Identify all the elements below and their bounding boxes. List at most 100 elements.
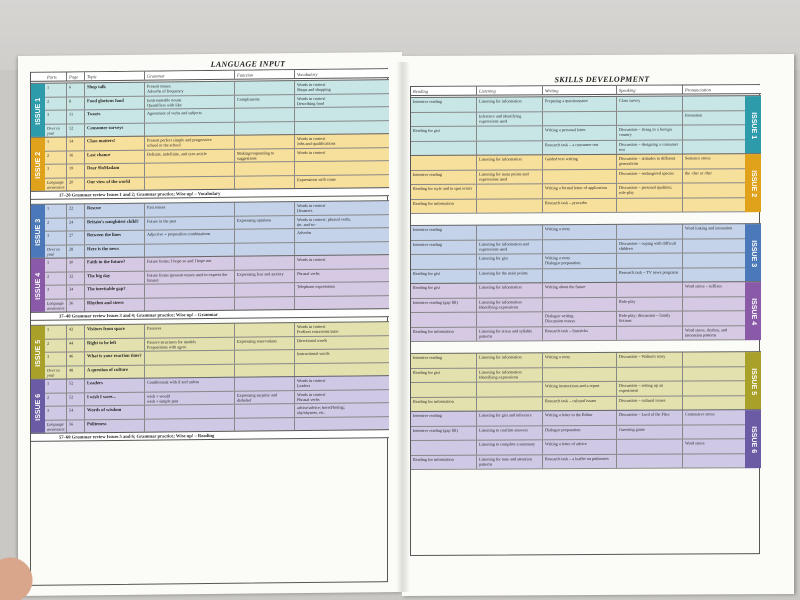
table-cell: Shop talk	[85, 82, 145, 96]
table-cell: Discussion – personal qualities; role-pl…	[617, 183, 683, 198]
table-cell	[411, 312, 477, 327]
table-cell: Sentence stress	[685, 155, 711, 161]
table-cell	[235, 256, 295, 270]
table-cell: Directional words	[297, 337, 328, 343]
table-cell: Intonation	[685, 111, 703, 118]
column-header: Parts	[45, 72, 67, 81]
table-cell: Future in the past	[145, 216, 235, 230]
table-cell	[145, 418, 235, 432]
table-cell	[477, 382, 543, 397]
table-cell: 30	[67, 258, 85, 271]
issue-tab-label: ISSUE 1	[34, 97, 42, 125]
table-cell: Writing a story Dialogue preparation	[543, 253, 617, 268]
table-cell: Intensive reading	[411, 97, 477, 112]
table-cell: Present perfect simple and progressive sc…	[145, 135, 235, 150]
table-cell	[235, 296, 295, 310]
table-cell	[145, 122, 235, 136]
table-cell: Research task – proverbs	[543, 198, 617, 213]
table-cell	[295, 363, 353, 376]
table-row: Reading for information Listening for ton…	[411, 453, 745, 470]
table-cell	[235, 242, 295, 256]
issue-tab: ISSUE 2	[31, 137, 45, 192]
table-cell: Dear SloMadam	[85, 163, 145, 177]
table-cell	[295, 296, 353, 309]
table-cell: Listening for the main points	[477, 268, 543, 283]
table-cell: Politeness	[85, 419, 145, 433]
table-cell	[295, 417, 353, 430]
table-cell: Preparing a questionnaire	[543, 96, 617, 111]
table-cell: Listening for gist and inference	[477, 411, 543, 426]
table-cell: Word stress – suffixes	[685, 283, 722, 289]
table-cell: Words in context Describing food	[297, 95, 326, 106]
table-cell: Reading for information	[411, 397, 477, 411]
table-cell: Over to you!	[45, 244, 67, 258]
issue-section: ISSUE 6 1 52 Leaders Conditionals with if an…	[31, 375, 389, 434]
table-cell: Leaders	[85, 378, 145, 392]
table-cell: 3	[45, 110, 67, 124]
table-cell: Food glorious food	[85, 96, 145, 110]
table-cell: Word stress, rhythm, and intonation patt…	[685, 326, 727, 338]
table-cell: Dialogue writing Discussion essays	[543, 311, 617, 326]
table-cell: Writing a letter of advice	[543, 439, 617, 454]
table-cell	[617, 224, 683, 239]
table-cell: Words of wisdom	[85, 405, 145, 419]
issue-section: ISSUE 1 1 6 Shop talk Present tenses Adverbs …	[31, 79, 389, 138]
table-cell: 6	[67, 83, 85, 96]
table-cell	[617, 439, 683, 454]
table-cell: Expressing fear and anxiety	[235, 269, 295, 283]
table-cell: 16	[67, 150, 85, 164]
table-cell: Intensive reading (gap fill)	[411, 298, 477, 312]
table-cell: Words in context Phrasal verbs	[297, 391, 326, 402]
table-cell: 11	[67, 110, 85, 123]
issue-tab-label: ISSUE 4	[34, 272, 42, 300]
table-cell: Listening for information	[477, 97, 543, 112]
table-cell	[235, 350, 295, 364]
skills-development-title: SKILLS DEVELOPMENT	[554, 74, 650, 85]
table-cell: Passives	[145, 323, 235, 338]
issue-section: Intensive reading Listening for informati…	[411, 351, 761, 412]
table-cell	[477, 140, 543, 155]
table-cell: Agreement of verbs and subjects	[145, 108, 235, 123]
table-cell	[235, 202, 295, 216]
table-cell	[145, 283, 235, 298]
table-cell: 2	[45, 338, 67, 352]
table-cell: Reading for style and to spot errors	[411, 184, 477, 199]
table-cell: Reading for information	[411, 199, 477, 213]
table-cell	[543, 169, 617, 184]
table-cell: Faith in the future?	[85, 257, 145, 271]
table-cell: Consumer surveys	[85, 123, 145, 137]
table-row: Reading for information Research task – p…	[411, 197, 745, 214]
table-cell: 3	[45, 352, 67, 366]
table-cell	[145, 364, 235, 378]
table-cell	[617, 198, 683, 212]
table-cell: Past tenses	[145, 202, 235, 217]
table-cell: Discussion – endangered species	[617, 169, 683, 183]
table-cell: Guided text writing	[543, 154, 617, 169]
table-cell: Writing a formal letter of application	[543, 183, 617, 198]
table-cell: Conditionals with if and unless	[145, 377, 235, 392]
table-cell: A question of culture	[85, 365, 145, 379]
table-cell: Words in context Leaders	[297, 377, 326, 389]
table-cell: Over to you!	[45, 123, 67, 137]
table-cell	[477, 396, 543, 411]
table-cell	[235, 175, 295, 189]
table-cell: Future forms; I hope so and I hope not	[145, 256, 235, 271]
table-cell: Inference and identifying expressions us…	[477, 111, 543, 126]
table-cell: Role-play; discussion – family fictions	[617, 311, 683, 326]
table-cell: Intensive reading	[411, 411, 477, 426]
table-cell: Intensive reading	[411, 170, 477, 184]
table-cell: Research task – TV news programs	[617, 268, 683, 282]
issue-section: ISSUE 4 1 30 Faith in the future? Future for…	[31, 254, 389, 313]
table-cell	[235, 283, 295, 297]
table-cell: advise/advice; bored/boring; shy/shyness…	[297, 404, 345, 416]
table-cell: Role-play	[617, 297, 683, 311]
table-cell	[683, 454, 735, 468]
table-cell: Listening to confirm answers	[477, 425, 543, 440]
table-cell: Intensive reading	[411, 353, 477, 368]
table-cell: Words in context Disasters	[297, 202, 326, 214]
table-cell: Listening for stress and syllable patter…	[477, 326, 543, 341]
table-cell: 27	[67, 231, 85, 244]
table-cell: 14	[67, 137, 85, 150]
table-cell: 3	[45, 231, 67, 245]
table-cell: 46	[67, 352, 85, 365]
